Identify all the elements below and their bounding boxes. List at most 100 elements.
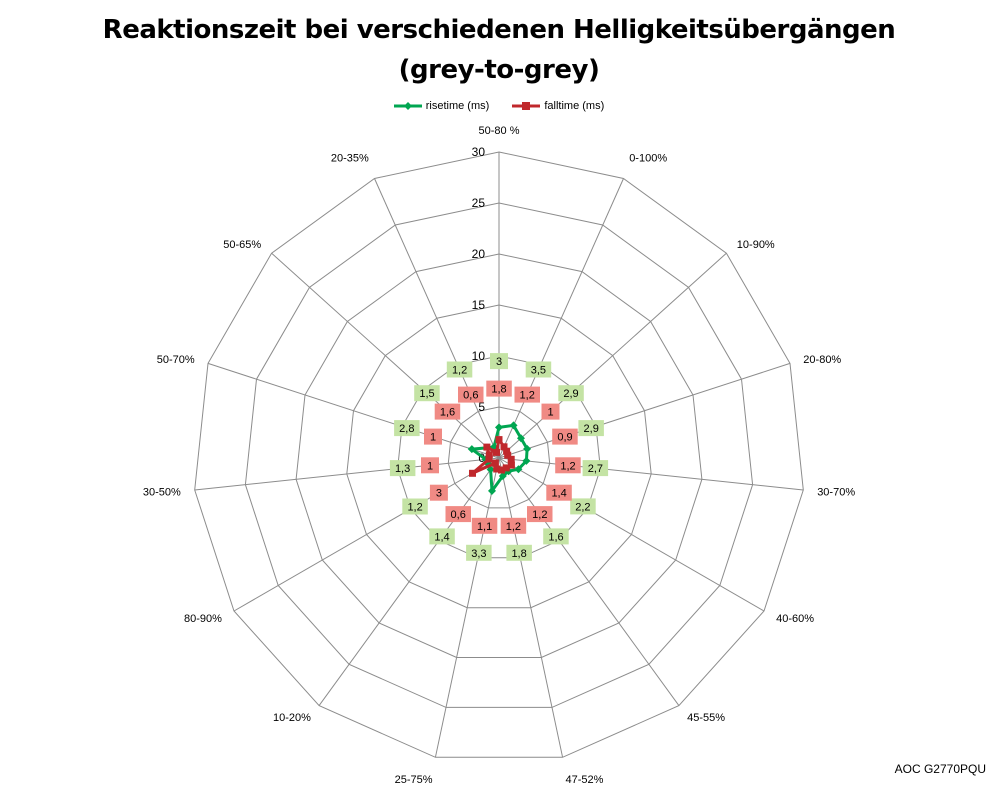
falltime-marker	[493, 465, 501, 473]
falltime-marker	[495, 436, 503, 444]
grid-spoke	[194, 457, 500, 491]
series-line-risetime	[467, 423, 529, 496]
radial-tick-label: 15	[472, 298, 486, 312]
legend-entry-risetime: risetime (ms)	[393, 100, 490, 112]
grid-spoke	[374, 178, 500, 459]
falltime-marker	[483, 443, 491, 451]
category-label: 30-70%	[817, 486, 855, 498]
grid-ring	[346, 304, 652, 609]
grid-spoke	[498, 457, 680, 706]
grid-spoke	[498, 252, 727, 459]
grid-spoke	[498, 178, 624, 459]
category-label: 80-90%	[184, 613, 222, 625]
data-label-falltime: 1	[547, 407, 553, 419]
risetime-marker	[498, 471, 507, 480]
radial-tick-label: 20	[472, 247, 486, 261]
data-label-risetime: 3,5	[531, 365, 546, 377]
data-label-box	[394, 420, 420, 437]
legend-label-risetime: risetime (ms)	[425, 100, 490, 112]
category-label: 30-50%	[143, 486, 181, 498]
data-label-falltime: 1,2	[506, 521, 521, 533]
grid-ring	[295, 253, 703, 658]
category-label: 25-75%	[395, 774, 433, 786]
grid-spoke	[498, 457, 765, 612]
data-label-box	[471, 517, 498, 534]
data-label-falltime: 1,8	[491, 384, 506, 396]
grid-ring	[397, 355, 601, 559]
risetime-marker	[495, 423, 503, 432]
data-label-risetime: 1,4	[434, 531, 449, 543]
data-label-risetime: 2,8	[399, 423, 414, 435]
data-label-box	[414, 385, 440, 402]
falltime-marker	[502, 464, 510, 472]
data-label-box	[578, 420, 604, 437]
data-label-box	[486, 380, 512, 397]
data-label-box	[402, 498, 428, 515]
legend-label-falltime: falltime (ms)	[544, 100, 605, 112]
data-label-risetime: 1,5	[419, 388, 434, 400]
falltime-marker	[485, 455, 493, 463]
data-label-box	[558, 385, 584, 402]
data-label-box	[445, 506, 471, 523]
chart-title: Reaktionszeit bei verschiedenen Helligke…	[0, 10, 998, 90]
falltime-marker	[504, 451, 512, 459]
data-label-box	[424, 428, 442, 445]
risetime-marker	[467, 445, 476, 454]
radial-tick-label: 25	[472, 196, 486, 210]
data-label-risetime: 1,8	[511, 548, 526, 560]
data-label-risetime: 1,2	[452, 365, 467, 377]
data-label-risetime: 1,2	[407, 502, 422, 514]
data-label-risetime: 2,9	[584, 423, 599, 435]
data-label-box	[552, 428, 578, 445]
risetime-marker	[516, 434, 525, 443]
data-label-box	[543, 528, 569, 545]
category-label: 20-80%	[803, 354, 841, 366]
legend-swatch-falltime-icon	[512, 102, 541, 110]
risetime-marker	[509, 421, 518, 430]
falltime-marker	[491, 459, 499, 467]
grid-spoke	[434, 457, 500, 758]
data-label-risetime: 3,3	[471, 548, 486, 560]
category-label: 40-60%	[776, 613, 814, 625]
falltime-marker	[503, 447, 511, 455]
legend-swatch-risetime-icon	[393, 102, 422, 110]
category-label: 20-35%	[331, 153, 369, 165]
data-label-box	[429, 484, 448, 501]
legend: risetime (ms) falltime (ms)	[0, 100, 998, 114]
data-label-box	[570, 498, 596, 515]
risetime-marker	[488, 486, 497, 495]
category-label: 47-52%	[566, 774, 604, 786]
falltime-marker	[507, 461, 515, 469]
falltime-marker	[507, 455, 515, 463]
falltime-marker	[469, 469, 476, 477]
data-label-risetime: 2,7	[588, 463, 603, 475]
data-label-falltime: 1,4	[551, 488, 566, 500]
data-label-falltime: 0,9	[557, 432, 572, 444]
data-label-falltime: 0,6	[463, 390, 478, 402]
grid-spoke	[498, 457, 564, 758]
grid-spoke	[498, 457, 804, 491]
risetime-marker	[523, 444, 532, 453]
radial-tick-label: 30	[472, 145, 486, 159]
data-label-box	[500, 517, 527, 534]
data-label-risetime: 3	[496, 356, 502, 368]
risetime-marker	[522, 456, 531, 465]
grid-ring	[244, 202, 754, 708]
data-label-box	[490, 353, 508, 370]
data-label-falltime: 1,6	[440, 407, 455, 419]
data-label-falltime: 1,2	[520, 390, 535, 402]
chart-title-line-1: Reaktionszeit bei verschiedenen Helligke…	[102, 15, 896, 45]
grid-spoke	[233, 457, 500, 612]
data-label-box	[582, 460, 609, 477]
data-label-falltime: 1,2	[532, 509, 547, 521]
data-label-risetime: 2,2	[575, 501, 590, 513]
data-label-risetime: 1,3	[395, 463, 410, 475]
chart-title-line-2: (grey-to-grey)	[398, 55, 600, 85]
data-label-box	[389, 460, 416, 477]
grid-ring	[447, 406, 551, 509]
data-label-box	[514, 386, 540, 403]
grid-ring	[194, 151, 804, 758]
data-label-falltime: 1	[430, 432, 436, 444]
data-label-box	[555, 457, 581, 474]
